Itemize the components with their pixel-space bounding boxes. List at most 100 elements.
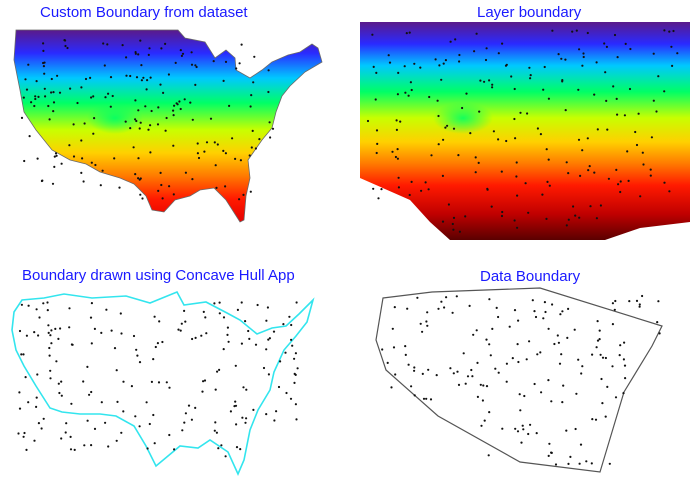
scatter-point bbox=[581, 64, 584, 67]
scatter-point bbox=[397, 186, 400, 189]
scatter-point bbox=[242, 193, 245, 196]
scatter-point bbox=[165, 116, 168, 120]
scatter-point bbox=[381, 348, 384, 351]
scatter-point bbox=[430, 154, 433, 157]
scatter-point bbox=[291, 344, 294, 347]
scatter-point bbox=[50, 77, 53, 81]
scatter-point bbox=[47, 331, 50, 334]
scatter-point bbox=[429, 398, 433, 401]
scatter-point bbox=[80, 86, 83, 89]
scatter-point bbox=[109, 105, 112, 108]
scatter-point bbox=[204, 316, 207, 319]
scatter-point bbox=[238, 198, 241, 201]
scatter-point bbox=[258, 138, 261, 141]
scatter-point bbox=[528, 340, 531, 343]
scatter-point bbox=[427, 188, 430, 191]
scatter-point bbox=[623, 341, 626, 344]
scatter-point bbox=[474, 156, 477, 159]
scatter-point bbox=[479, 383, 482, 386]
scatter-point bbox=[604, 415, 607, 418]
scatter-point bbox=[613, 33, 617, 37]
scatter-point bbox=[113, 347, 117, 350]
scatter-point bbox=[652, 99, 655, 102]
scatter-point bbox=[222, 79, 225, 82]
scatter-point bbox=[380, 188, 383, 191]
scatter-point bbox=[162, 91, 165, 94]
scatter-point bbox=[427, 368, 430, 371]
scatter-point bbox=[100, 331, 103, 334]
scatter-point bbox=[586, 137, 589, 140]
scatter-point bbox=[57, 382, 60, 385]
scatter-point bbox=[54, 152, 58, 155]
scatter-point bbox=[42, 302, 45, 305]
scatter-point bbox=[413, 394, 416, 397]
scatter-point bbox=[611, 323, 615, 326]
scatter-point bbox=[614, 396, 618, 399]
scatter-point bbox=[635, 299, 639, 302]
scatter-point bbox=[486, 187, 489, 190]
scatter-point bbox=[564, 109, 567, 112]
scatter-point bbox=[581, 149, 584, 152]
scatter-point bbox=[449, 40, 452, 43]
scatter-point bbox=[513, 117, 516, 121]
scatter-point bbox=[234, 157, 237, 160]
scatter-point bbox=[539, 351, 542, 354]
scatter-point bbox=[394, 373, 397, 376]
scatter-point bbox=[137, 177, 140, 180]
scatter-point bbox=[536, 127, 540, 130]
scatter-point bbox=[23, 159, 26, 163]
scatter-point bbox=[134, 99, 137, 102]
scatter-point bbox=[122, 410, 125, 413]
data-boundary bbox=[375, 287, 663, 473]
scatter-point bbox=[83, 444, 86, 447]
scatter-point bbox=[547, 454, 550, 457]
scatter-point bbox=[446, 124, 449, 127]
scatter-point bbox=[487, 454, 490, 457]
scatter-point bbox=[565, 429, 568, 432]
scatter-point bbox=[595, 346, 598, 349]
scatter-point bbox=[518, 393, 521, 396]
scatter-point bbox=[557, 53, 560, 56]
scatter-point bbox=[190, 418, 193, 421]
scatter-point bbox=[516, 226, 519, 229]
scatter-point bbox=[59, 327, 62, 330]
scatter-point bbox=[485, 47, 488, 50]
scatter-point bbox=[203, 379, 207, 382]
scatter-point bbox=[406, 307, 409, 310]
scatter-point bbox=[33, 104, 36, 108]
scatter-point bbox=[599, 353, 602, 356]
scatter-point bbox=[607, 177, 611, 180]
scatter-point bbox=[403, 65, 406, 68]
scatter-point bbox=[205, 332, 208, 335]
scatter-point bbox=[468, 304, 471, 307]
scatter-point bbox=[183, 98, 186, 101]
scatter-point bbox=[491, 327, 494, 330]
scatter-point bbox=[606, 128, 609, 131]
scatter-point bbox=[437, 143, 440, 146]
scatter-point bbox=[214, 164, 217, 167]
us-heatmap bbox=[13, 29, 323, 223]
scatter-point bbox=[22, 353, 25, 356]
scatter-point bbox=[147, 53, 150, 57]
scatter-point bbox=[42, 417, 45, 420]
scatter-point bbox=[484, 58, 488, 62]
scatter-point bbox=[470, 368, 473, 372]
scatter-point bbox=[457, 154, 460, 157]
scatter-point bbox=[419, 322, 422, 325]
scatter-point bbox=[494, 367, 497, 370]
scatter-point bbox=[386, 361, 389, 364]
scatter-point bbox=[134, 51, 137, 54]
scatter-point bbox=[596, 128, 599, 131]
scatter-point bbox=[147, 128, 150, 131]
scatter-point bbox=[273, 419, 276, 422]
scatter-point bbox=[160, 47, 163, 50]
scatter-point bbox=[569, 455, 572, 458]
scatter-point bbox=[139, 177, 142, 180]
scatter-point bbox=[657, 300, 660, 303]
scatter-point bbox=[435, 374, 438, 377]
scatter-point bbox=[635, 143, 639, 147]
scatter-point bbox=[524, 182, 527, 185]
scatter-point bbox=[157, 106, 160, 109]
panel-title-custom: Custom Boundary from dataset bbox=[40, 4, 248, 21]
scatter-point bbox=[514, 137, 517, 140]
